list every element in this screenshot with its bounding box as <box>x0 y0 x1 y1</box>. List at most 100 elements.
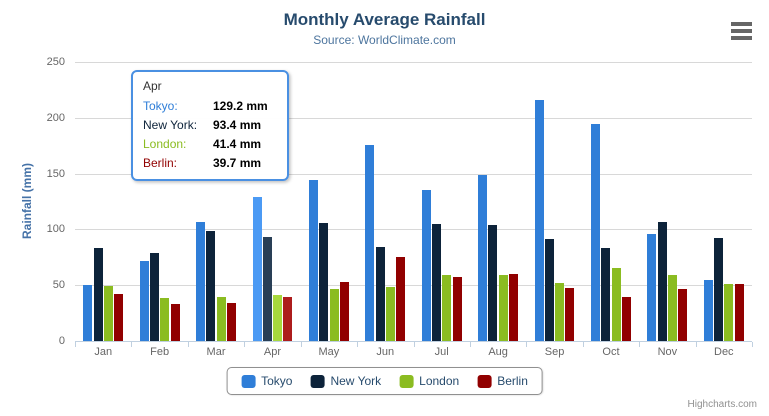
column-bar-london[interactable] <box>611 268 621 341</box>
y-axis-label: 150 <box>46 167 65 180</box>
column-bar-tokyo[interactable] <box>591 124 600 341</box>
x-axis-label: Apr <box>263 346 282 358</box>
column-bar-tokyo[interactable] <box>647 234 657 341</box>
column-bar-berlin[interactable] <box>509 273 519 341</box>
legend-item-tokyo[interactable]: Tokyo <box>241 374 292 388</box>
tooltip-series-label: New York: <box>143 118 198 132</box>
y-axis-label: 100 <box>46 223 65 236</box>
legend-swatch-icon <box>241 374 256 388</box>
column-bar-new-york[interactable] <box>93 247 103 341</box>
x-axis-tick <box>695 342 697 347</box>
column-bar-berlin[interactable] <box>452 276 462 341</box>
x-axis-label: Mar <box>206 346 226 358</box>
tooltip-value: 93.4 mm <box>213 118 262 132</box>
column-bar-new-york[interactable] <box>544 239 554 341</box>
column-bar-tokyo[interactable] <box>478 175 488 341</box>
y-axis-label: 200 <box>46 111 65 124</box>
x-axis-label: Aug <box>488 346 508 358</box>
credits-link[interactable]: Highcharts.com <box>687 399 757 410</box>
column-bar-berlin[interactable] <box>114 293 124 341</box>
column-bar-london[interactable] <box>724 283 734 341</box>
column-bar-london[interactable] <box>273 294 283 341</box>
column-bar-london[interactable] <box>329 288 339 341</box>
x-axis-label: Jun <box>376 346 395 358</box>
x-axis-label: Feb <box>150 346 170 358</box>
grid-line <box>75 173 752 175</box>
tooltip: Apr Tokyo: 129.2 mm New York: 93.4 mm London… <box>131 70 289 181</box>
x-axis-tick <box>752 342 753 347</box>
column-bar-berlin[interactable] <box>734 283 744 341</box>
column-bar-london[interactable] <box>555 282 565 341</box>
legend-item-new-york[interactable]: New York <box>310 374 381 388</box>
chart-title: Monthly Average Rainfall <box>283 10 486 29</box>
column-bar-new-york[interactable] <box>432 223 442 341</box>
column-bar-new-york[interactable] <box>657 222 667 341</box>
column-bar-berlin[interactable] <box>226 302 236 341</box>
column-bar-tokyo[interactable] <box>196 222 206 341</box>
column-bar-new-york[interactable] <box>601 247 611 341</box>
x-axis-tick <box>526 342 528 347</box>
x-axis-tick <box>582 342 584 347</box>
column-bar-new-york[interactable] <box>714 238 724 341</box>
x-axis-tick <box>469 342 471 347</box>
legend-label: New York <box>330 374 382 388</box>
tooltip-series-label: Tokyo: <box>143 99 178 113</box>
y-axis-label: 50 <box>52 279 65 292</box>
x-axis-tick <box>639 342 641 347</box>
plot-area <box>75 62 753 347</box>
legend-item-london[interactable]: London <box>399 374 459 388</box>
column-bar-tokyo[interactable] <box>83 285 93 341</box>
x-axis-label: Oct <box>602 346 620 358</box>
column-bar-berlin[interactable] <box>565 287 575 341</box>
column-bar-tokyo[interactable] <box>308 180 318 341</box>
column-bar-london[interactable] <box>498 274 508 341</box>
column-bar-new-york[interactable] <box>375 246 385 341</box>
x-axis-tick <box>413 342 415 347</box>
grid-line <box>75 117 752 119</box>
x-axis-tick <box>131 342 133 347</box>
tooltip-row: New York: 93.4 mm <box>143 116 277 135</box>
column-bar-tokyo[interactable] <box>252 196 262 341</box>
x-axis-label: Nov <box>657 346 678 358</box>
column-bar-new-york[interactable] <box>206 231 216 341</box>
x-axis-label: May <box>318 346 340 358</box>
column-bar-tokyo[interactable] <box>421 189 431 341</box>
tooltip-value: 39.7 mm <box>213 156 262 170</box>
column-bar-tokyo[interactable] <box>365 144 375 341</box>
column-bar-tokyo[interactable] <box>139 261 149 341</box>
x-axis-label: Jul <box>434 346 449 358</box>
column-bar-berlin[interactable] <box>678 288 688 341</box>
grid-line <box>75 285 752 287</box>
column-bar-london[interactable] <box>103 286 113 341</box>
tooltip-row: London: 41.4 mm <box>143 135 277 154</box>
tooltip-header: Apr <box>143 79 162 93</box>
column-bar-new-york[interactable] <box>319 222 329 341</box>
column-bar-berlin[interactable] <box>170 303 180 341</box>
column-bar-london[interactable] <box>668 274 678 341</box>
column-bar-london[interactable] <box>442 275 452 341</box>
legend-swatch-icon <box>477 374 492 388</box>
grid-line <box>75 229 752 231</box>
column-bar-berlin[interactable] <box>621 297 631 341</box>
tooltip-value: 41.4 mm <box>213 137 262 151</box>
column-bar-berlin[interactable] <box>396 256 406 341</box>
context-menu-button[interactable] <box>731 22 752 40</box>
column-bar-tokyo[interactable] <box>703 280 713 341</box>
column-bar-new-york[interactable] <box>149 253 159 341</box>
column-bar-berlin[interactable] <box>339 282 349 341</box>
column-bar-london[interactable] <box>385 287 395 341</box>
grid-line <box>75 62 752 63</box>
column-bar-london[interactable] <box>160 297 170 341</box>
column-bar-new-york[interactable] <box>488 224 498 341</box>
column-bar-tokyo[interactable] <box>534 99 544 341</box>
legend-item-berlin[interactable]: Berlin <box>477 374 528 388</box>
hamburger-icon <box>731 22 752 26</box>
column-bar-berlin[interactable] <box>283 296 293 341</box>
x-axis-label: Dec <box>714 346 734 358</box>
y-axis-label: 0 <box>58 335 65 347</box>
column-bar-new-york[interactable] <box>262 236 272 341</box>
x-axis-tick <box>357 342 359 347</box>
tooltip-value: 129.2 mm <box>213 99 268 113</box>
x-axis-tick <box>187 342 189 347</box>
column-bar-london[interactable] <box>216 297 226 341</box>
